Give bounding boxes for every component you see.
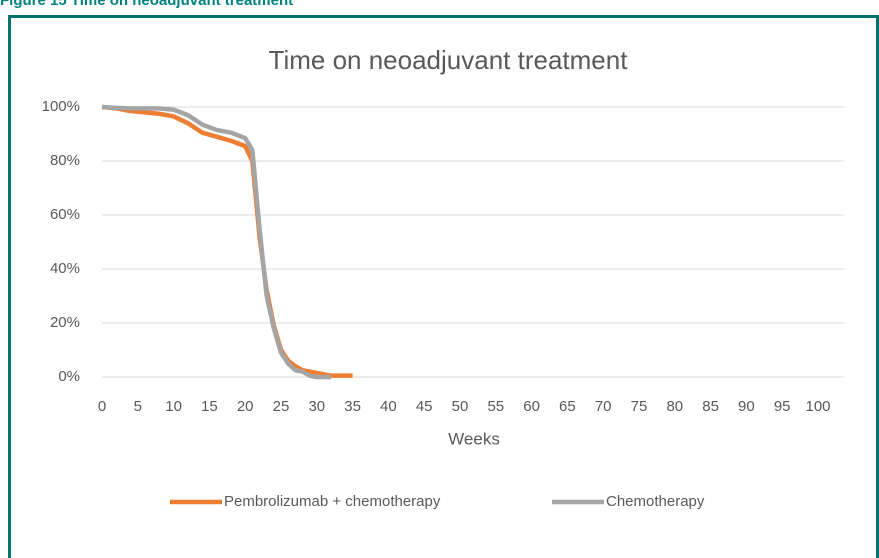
x-tick-label: 25 <box>273 398 290 415</box>
x-tick-label: 75 <box>631 398 648 415</box>
y-tick-label: 20% <box>50 314 80 331</box>
x-tick-label: 65 <box>559 398 576 415</box>
y-tick-label: 0% <box>58 368 80 385</box>
x-tick-label: 10 <box>165 398 182 415</box>
y-tick-label: 40% <box>50 260 80 277</box>
series-line <box>101 104 353 378</box>
x-tick-label: 100 <box>805 398 830 415</box>
y-tick-label: 80% <box>50 152 80 169</box>
x-tick-label: 55 <box>487 398 504 415</box>
x-tick-label: 90 <box>738 398 755 415</box>
x-tick-label: 45 <box>416 398 433 415</box>
x-tick-label: 85 <box>702 398 719 415</box>
chart: Time on neoadjuvant treatment Weeks 0% 20… <box>42 45 844 510</box>
x-tick-label: 0 <box>98 398 106 415</box>
x-tick-label: 30 <box>308 398 325 415</box>
figure-caption: Figure 15 Time on neoadjuvant treatment <box>0 0 294 9</box>
x-tick-label: 35 <box>344 398 361 415</box>
chart-frame <box>8 15 879 558</box>
legend-label: Pembrolizumab + chemotherapy <box>224 493 441 510</box>
x-tick-label: 50 <box>452 398 469 415</box>
series-line <box>101 104 332 380</box>
x-tick-label: 80 <box>666 398 683 415</box>
x-tick-label: 95 <box>774 398 791 415</box>
y-tick-label: 60% <box>50 206 80 223</box>
x-tick-label: 15 <box>201 398 218 415</box>
x-tick-label: 40 <box>380 398 397 415</box>
legend-label: Chemotherapy <box>606 493 705 510</box>
chart-title: Time on neoadjuvant treatment <box>269 45 629 75</box>
x-tick-label: 5 <box>134 398 142 415</box>
x-axis-label: Weeks <box>448 429 500 448</box>
x-tick-label: 20 <box>237 398 254 415</box>
y-tick-label: 100% <box>42 98 80 115</box>
x-tick-label: 60 <box>523 398 540 415</box>
x-tick-label: 70 <box>595 398 612 415</box>
